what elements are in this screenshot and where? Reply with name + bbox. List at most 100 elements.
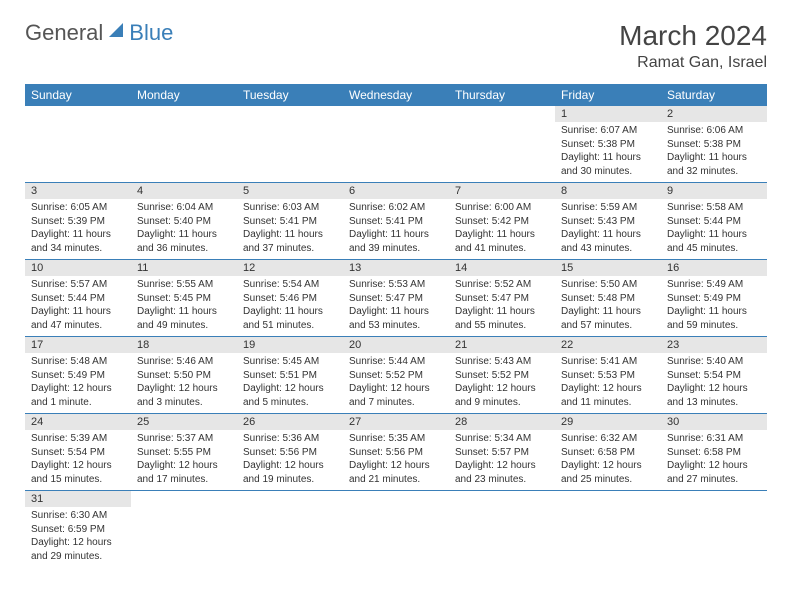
daylight-line: Daylight: 12 hours and 17 minutes. <box>137 459 231 486</box>
daylight-line: Daylight: 12 hours and 13 minutes. <box>667 382 761 409</box>
sunset-line: Sunset: 5:52 PM <box>349 369 443 383</box>
calendar-cell: 1Sunrise: 6:07 AMSunset: 5:38 PMDaylight… <box>555 106 661 183</box>
sunset-line: Sunset: 5:48 PM <box>561 292 655 306</box>
day-number: 27 <box>343 414 449 430</box>
header: General Blue March 2024 Ramat Gan, Israe… <box>25 20 767 72</box>
calendar-table: Sunday Monday Tuesday Wednesday Thursday… <box>25 84 767 567</box>
day-number: 14 <box>449 260 555 276</box>
sunset-line: Sunset: 5:44 PM <box>31 292 125 306</box>
calendar-cell <box>131 106 237 183</box>
sunrise-line: Sunrise: 5:52 AM <box>455 278 549 292</box>
day-body: Sunrise: 6:03 AMSunset: 5:41 PMDaylight:… <box>237 199 343 259</box>
calendar-cell <box>661 491 767 568</box>
daylight-line: Daylight: 12 hours and 11 minutes. <box>561 382 655 409</box>
day-body: Sunrise: 5:44 AMSunset: 5:52 PMDaylight:… <box>343 353 449 413</box>
daylight-line: Daylight: 12 hours and 25 minutes. <box>561 459 655 486</box>
sunset-line: Sunset: 5:45 PM <box>137 292 231 306</box>
sunset-line: Sunset: 5:54 PM <box>667 369 761 383</box>
day-number: 25 <box>131 414 237 430</box>
calendar-cell: 4Sunrise: 6:04 AMSunset: 5:40 PMDaylight… <box>131 183 237 260</box>
day-body: Sunrise: 5:54 AMSunset: 5:46 PMDaylight:… <box>237 276 343 336</box>
calendar-cell: 2Sunrise: 6:06 AMSunset: 5:38 PMDaylight… <box>661 106 767 183</box>
calendar-cell <box>555 491 661 568</box>
daylight-line: Daylight: 12 hours and 1 minute. <box>31 382 125 409</box>
day-body: Sunrise: 6:32 AMSunset: 6:58 PMDaylight:… <box>555 430 661 490</box>
day-body: Sunrise: 5:57 AMSunset: 5:44 PMDaylight:… <box>25 276 131 336</box>
sunset-line: Sunset: 5:38 PM <box>667 138 761 152</box>
sunset-line: Sunset: 5:57 PM <box>455 446 549 460</box>
calendar-cell <box>237 491 343 568</box>
calendar-cell: 9Sunrise: 5:58 AMSunset: 5:44 PMDaylight… <box>661 183 767 260</box>
day-body: Sunrise: 5:41 AMSunset: 5:53 PMDaylight:… <box>555 353 661 413</box>
day-number: 6 <box>343 183 449 199</box>
calendar-cell: 13Sunrise: 5:53 AMSunset: 5:47 PMDayligh… <box>343 260 449 337</box>
sunset-line: Sunset: 5:51 PM <box>243 369 337 383</box>
logo: General Blue <box>25 20 173 46</box>
day-header: Saturday <box>661 84 767 106</box>
calendar-week-row: 1Sunrise: 6:07 AMSunset: 5:38 PMDaylight… <box>25 106 767 183</box>
day-number: 1 <box>555 106 661 122</box>
sunrise-line: Sunrise: 6:00 AM <box>455 201 549 215</box>
day-body: Sunrise: 5:58 AMSunset: 5:44 PMDaylight:… <box>661 199 767 259</box>
sunrise-line: Sunrise: 6:06 AM <box>667 124 761 138</box>
calendar-cell: 21Sunrise: 5:43 AMSunset: 5:52 PMDayligh… <box>449 337 555 414</box>
calendar-cell: 29Sunrise: 6:32 AMSunset: 6:58 PMDayligh… <box>555 414 661 491</box>
sunset-line: Sunset: 6:58 PM <box>667 446 761 460</box>
day-number: 21 <box>449 337 555 353</box>
day-header: Monday <box>131 84 237 106</box>
sunset-line: Sunset: 5:53 PM <box>561 369 655 383</box>
day-number: 8 <box>555 183 661 199</box>
calendar-week-row: 10Sunrise: 5:57 AMSunset: 5:44 PMDayligh… <box>25 260 767 337</box>
calendar-week-row: 17Sunrise: 5:48 AMSunset: 5:49 PMDayligh… <box>25 337 767 414</box>
day-body: Sunrise: 5:48 AMSunset: 5:49 PMDaylight:… <box>25 353 131 413</box>
day-number: 13 <box>343 260 449 276</box>
title-block: March 2024 Ramat Gan, Israel <box>619 20 767 72</box>
day-body: Sunrise: 5:37 AMSunset: 5:55 PMDaylight:… <box>131 430 237 490</box>
day-number: 7 <box>449 183 555 199</box>
day-number: 15 <box>555 260 661 276</box>
day-body: Sunrise: 5:46 AMSunset: 5:50 PMDaylight:… <box>131 353 237 413</box>
logo-text-general: General <box>25 20 103 46</box>
day-number: 10 <box>25 260 131 276</box>
calendar-cell: 15Sunrise: 5:50 AMSunset: 5:48 PMDayligh… <box>555 260 661 337</box>
calendar-cell: 17Sunrise: 5:48 AMSunset: 5:49 PMDayligh… <box>25 337 131 414</box>
sunrise-line: Sunrise: 6:03 AM <box>243 201 337 215</box>
daylight-line: Daylight: 11 hours and 47 minutes. <box>31 305 125 332</box>
day-number: 11 <box>131 260 237 276</box>
sunrise-line: Sunrise: 5:46 AM <box>137 355 231 369</box>
sunrise-line: Sunrise: 5:49 AM <box>667 278 761 292</box>
sunrise-line: Sunrise: 5:40 AM <box>667 355 761 369</box>
calendar-week-row: 31Sunrise: 6:30 AMSunset: 6:59 PMDayligh… <box>25 491 767 568</box>
sunrise-line: Sunrise: 6:02 AM <box>349 201 443 215</box>
daylight-line: Daylight: 11 hours and 43 minutes. <box>561 228 655 255</box>
day-number: 3 <box>25 183 131 199</box>
sunset-line: Sunset: 5:52 PM <box>455 369 549 383</box>
calendar-cell: 8Sunrise: 5:59 AMSunset: 5:43 PMDaylight… <box>555 183 661 260</box>
calendar-cell: 26Sunrise: 5:36 AMSunset: 5:56 PMDayligh… <box>237 414 343 491</box>
calendar-cell: 28Sunrise: 5:34 AMSunset: 5:57 PMDayligh… <box>449 414 555 491</box>
sunset-line: Sunset: 5:50 PM <box>137 369 231 383</box>
sunrise-line: Sunrise: 5:55 AM <box>137 278 231 292</box>
sunset-line: Sunset: 5:54 PM <box>31 446 125 460</box>
day-number: 4 <box>131 183 237 199</box>
daylight-line: Daylight: 11 hours and 37 minutes. <box>243 228 337 255</box>
calendar-cell: 27Sunrise: 5:35 AMSunset: 5:56 PMDayligh… <box>343 414 449 491</box>
day-body: Sunrise: 5:39 AMSunset: 5:54 PMDaylight:… <box>25 430 131 490</box>
day-body: Sunrise: 5:53 AMSunset: 5:47 PMDaylight:… <box>343 276 449 336</box>
day-number: 16 <box>661 260 767 276</box>
daylight-line: Daylight: 11 hours and 53 minutes. <box>349 305 443 332</box>
day-body: Sunrise: 5:45 AMSunset: 5:51 PMDaylight:… <box>237 353 343 413</box>
sunrise-line: Sunrise: 5:45 AM <box>243 355 337 369</box>
sunset-line: Sunset: 6:58 PM <box>561 446 655 460</box>
sunrise-line: Sunrise: 6:04 AM <box>137 201 231 215</box>
day-number: 20 <box>343 337 449 353</box>
daylight-line: Daylight: 11 hours and 39 minutes. <box>349 228 443 255</box>
sunset-line: Sunset: 5:56 PM <box>349 446 443 460</box>
calendar-cell <box>343 491 449 568</box>
daylight-line: Daylight: 11 hours and 41 minutes. <box>455 228 549 255</box>
sunrise-line: Sunrise: 5:44 AM <box>349 355 443 369</box>
daylight-line: Daylight: 11 hours and 49 minutes. <box>137 305 231 332</box>
daylight-line: Daylight: 12 hours and 21 minutes. <box>349 459 443 486</box>
sunrise-line: Sunrise: 5:39 AM <box>31 432 125 446</box>
sunset-line: Sunset: 5:47 PM <box>349 292 443 306</box>
